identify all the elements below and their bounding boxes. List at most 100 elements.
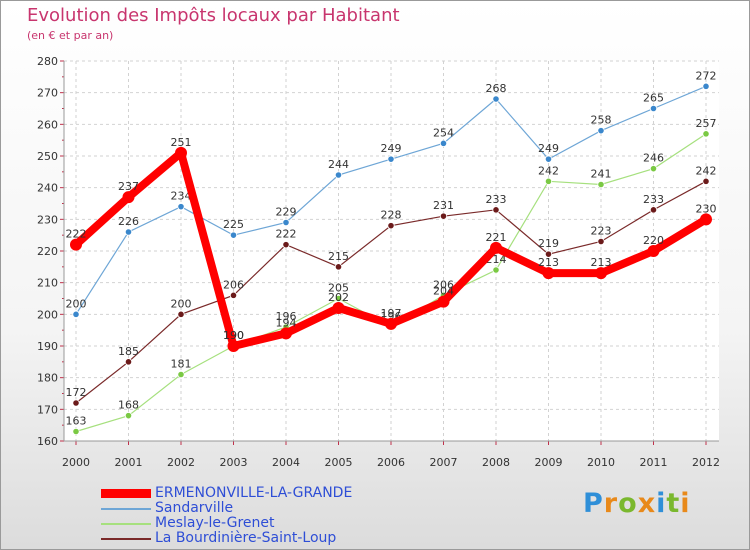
data-label: 234 [171, 190, 192, 203]
data-point [387, 222, 395, 230]
logo-letter: r [603, 488, 619, 519]
data-point [334, 294, 343, 303]
data-point [177, 310, 185, 318]
data-point [649, 104, 658, 113]
data-label: 244 [328, 158, 349, 171]
data-label: 205 [328, 282, 349, 295]
data-point [597, 237, 605, 246]
data-label: 272 [696, 69, 717, 82]
data-label: 222 [66, 228, 87, 241]
x-tick-label: 2011 [640, 456, 668, 469]
logo-letter: i [680, 488, 691, 519]
x-tick-label: 2000 [62, 456, 90, 469]
data-label: 254 [433, 126, 454, 139]
data-label: 196 [276, 310, 297, 323]
data-label: 258 [591, 114, 612, 127]
logo-letter: x [637, 488, 657, 519]
y-tick-label: 240 [37, 182, 58, 195]
data-label: 226 [118, 215, 139, 228]
proxiti-logo: Proxiti [583, 488, 691, 519]
data-point [439, 212, 448, 220]
x-tick-label: 2004 [272, 456, 300, 469]
data-point [229, 291, 238, 299]
data-label: 265 [643, 92, 664, 105]
data-label: 197 [381, 307, 402, 320]
data-label: 206 [223, 278, 244, 291]
data-point [492, 266, 500, 274]
data-point [385, 317, 397, 330]
data-label: 251 [171, 136, 192, 149]
data-label: 200 [171, 297, 192, 310]
y-tick-label: 260 [37, 118, 58, 131]
data-label: 229 [276, 206, 297, 219]
data-point [227, 340, 240, 352]
x-tick-label: 2003 [220, 456, 248, 469]
legend-label-meslay: Meslay-le-Grenet [155, 515, 275, 531]
data-label: 215 [328, 250, 349, 263]
data-label: 237 [118, 180, 139, 193]
x-tick-label: 2001 [115, 456, 143, 469]
data-label: 213 [538, 256, 559, 269]
series-ermenonville-la-grande: 222 237 251 190 194 202 197 204 221 213 213 220 230 [66, 136, 717, 352]
data-label: 268 [486, 82, 507, 95]
y-tick-label: 170 [37, 403, 58, 416]
y-tick-label: 180 [37, 372, 58, 385]
data-point [124, 228, 133, 236]
data-label: 222 [276, 228, 297, 241]
data-label: 163 [66, 415, 87, 428]
legend-item-sandarville: Sandarville [101, 501, 421, 516]
data-label: 172 [66, 386, 87, 399]
legend-item-ermenonville: ERMENONVILLE-LA-GRANDE [101, 486, 421, 501]
y-tick-label: 250 [37, 150, 58, 163]
data-point [280, 327, 292, 340]
data-label: 204 [433, 285, 454, 298]
data-point [70, 238, 82, 251]
data-label: 231 [433, 199, 454, 212]
y-tick-label: 280 [37, 55, 58, 68]
data-point [595, 267, 607, 280]
series-la-bourdini-re-saint-loup: 172 185 200 206 222 215 228 231 233 219 223 233 242 [66, 164, 717, 407]
data-label: 233 [643, 193, 664, 206]
data-label: 233 [486, 193, 507, 206]
data-point [647, 245, 660, 257]
line-chart: 160 170 180 190 200 210 220 230 240 250 260 270 280 2… [37, 55, 720, 469]
x-tick-label: 2006 [377, 456, 405, 469]
data-point [542, 267, 555, 280]
y-tick-label: 160 [37, 435, 58, 448]
data-label: 181 [171, 358, 192, 371]
data-point [544, 155, 553, 163]
data-label: 257 [696, 117, 717, 130]
data-label: 220 [643, 234, 664, 247]
x-tick-label: 2010 [587, 456, 615, 469]
data-point [175, 146, 187, 159]
x-tick-label: 2005 [325, 456, 353, 469]
data-point [332, 302, 345, 314]
data-point [72, 399, 80, 407]
logo-letter: P [583, 488, 604, 519]
data-point [544, 177, 553, 185]
data-point [702, 130, 710, 138]
data-label: 242 [538, 164, 559, 177]
data-point [702, 82, 710, 90]
legend: ERMENONVILLE-LA-GRANDE Sandarville Mesla… [101, 486, 421, 546]
data-label: 242 [696, 164, 717, 177]
legend-label-ermenonville: ERMENONVILLE-LA-GRANDE [155, 485, 353, 501]
legend-swatch-meslay [101, 523, 151, 525]
data-point [124, 412, 133, 420]
y-tick-label: 230 [37, 213, 58, 226]
data-label: 221 [486, 231, 507, 244]
data-point [122, 191, 135, 204]
data-point [492, 95, 500, 103]
data-label: 249 [538, 142, 559, 155]
data-label: 194 [276, 316, 297, 329]
data-point [334, 171, 343, 179]
y-tick-label: 200 [37, 308, 58, 321]
data-point [124, 358, 133, 366]
data-label: 246 [643, 152, 664, 165]
data-point [177, 203, 185, 211]
x-tick-label: 2008 [482, 456, 510, 469]
data-label: 219 [538, 237, 559, 250]
data-point [72, 310, 80, 318]
data-point [649, 206, 658, 214]
y-tick-label: 220 [37, 245, 58, 258]
